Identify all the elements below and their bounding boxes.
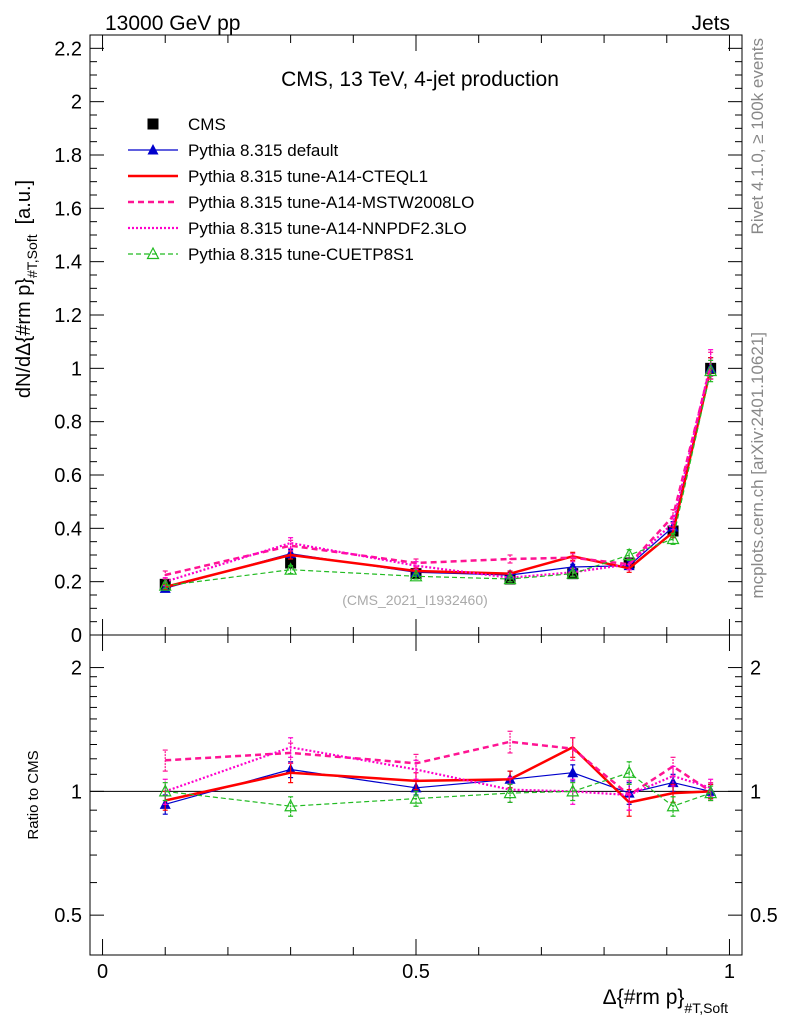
main-y-axis-label: dN/dΔ{#rm p}#T,Soft [a.u.]	[13, 180, 40, 398]
main-y-tick-label: 1.4	[54, 252, 82, 274]
legend: CMS Pythia 8.315 default Pythia 8.315 tune…	[128, 115, 474, 264]
legend-entry: Pythia 8.315 default	[128, 141, 339, 160]
x-label-sub: #T,Soft	[684, 1000, 728, 1016]
x-tick-label: 0	[97, 961, 108, 983]
legend-marker-swatch	[147, 118, 159, 130]
main-series-pythia-8-315-tune-a14-cteql1	[162, 357, 714, 591]
ratio-series-pythia-8-315-tune-cuetp8s1	[158, 761, 718, 817]
main-y-tick-label: 1.6	[54, 198, 82, 220]
main-y-label-text: dN/dΔ{#rm p}	[13, 278, 35, 398]
ratio-y-tick-label: 1	[71, 781, 82, 803]
legend-label: CMS	[188, 115, 226, 134]
data-point	[666, 798, 680, 812]
legend-label: Pythia 8.315 tune-CUETP8S1	[188, 245, 414, 264]
ratio-series-pythia-8-315-tune-a14-nnpdf2-3lo	[162, 737, 714, 811]
data-point	[284, 562, 298, 575]
data-point	[704, 363, 718, 377]
ratio-series-pythia-8-315-default	[159, 761, 717, 815]
series-line	[164, 746, 711, 804]
data-point	[666, 531, 680, 545]
mcplots-label: mcplots.cern.ch [arXiv:2401.10621]	[748, 332, 767, 598]
chart-title: CMS, 13 TeV, 4-jet production	[281, 68, 559, 91]
legend-entry: Pythia 8.315 tune-A14-NNPDF2.3LO	[128, 219, 467, 238]
legend-label: Pythia 8.315 tune-A14-MSTW2008LO	[188, 193, 474, 212]
data-point	[409, 569, 423, 582]
series-line	[165, 772, 711, 807]
legend-entry: CMS	[147, 115, 226, 134]
watermark-label: (CMS_2021_I1932460)	[342, 592, 488, 608]
legend-label: Pythia 8.315 tune-A14-NNPDF2.3LO	[188, 219, 467, 238]
ratio-axis-ticks: 0.5 0.5 1 1 2 2	[54, 635, 778, 955]
main-y-label-unit: [a.u.]	[13, 180, 35, 224]
data-point	[158, 578, 172, 591]
main-series-pythia-8-315-tune-cuetp8s1	[158, 359, 718, 591]
ratio-y-axis-label: Ratio to CMS	[25, 750, 42, 839]
data-point	[503, 785, 517, 799]
x-tick-label: 0.5	[402, 961, 430, 983]
data-point	[622, 765, 636, 778]
series-line	[164, 362, 712, 583]
series-line	[164, 368, 712, 589]
ratio-y-tick-label-right: 2	[750, 658, 761, 680]
series-line	[165, 768, 711, 805]
ratio-y-tick-label: 2	[71, 658, 82, 680]
data-point	[704, 785, 718, 799]
main-series-pythia-8-315-tune-a14-mstw2008lo	[162, 351, 714, 580]
header-left-label: 13000 GeV pp	[105, 12, 240, 35]
legend-label: Pythia 8.315 default	[188, 141, 339, 160]
ratio-y-tick-label-right: 0.5	[750, 905, 778, 927]
data-point	[566, 566, 580, 579]
main-y-tick-label: 2.2	[54, 38, 82, 60]
main-series-group	[158, 349, 718, 593]
x-axis-label: Δ{#rm p}#T,Soft	[603, 986, 728, 1016]
series-line	[165, 370, 712, 587]
ratio-y-tick-label-right: 1	[750, 781, 761, 803]
legend-marker-swatch	[147, 144, 159, 155]
data-point	[567, 766, 579, 778]
data-point	[567, 561, 579, 572]
main-y-tick-label: 0	[71, 625, 82, 647]
data-point	[158, 784, 172, 797]
main-y-label-sub: #T,Soft	[24, 234, 40, 278]
main-y-tick-label: 2	[71, 92, 82, 114]
x-tick-labels: 0 0.5 1	[97, 961, 735, 983]
legend-entry: Pythia 8.315 tune-A14-CTEQL1	[128, 167, 428, 186]
main-y-tick-label: 0.2	[54, 572, 82, 594]
data-point	[503, 571, 517, 585]
legend-label: Pythia 8.315 tune-A14-CTEQL1	[188, 167, 428, 186]
ratio-y-tick-label: 0.5	[54, 905, 82, 927]
data-point	[622, 547, 636, 561]
main-y-tick-label: 1	[71, 358, 82, 380]
data-point	[284, 798, 298, 812]
series-line	[164, 365, 712, 577]
x-tick-label: 1	[724, 961, 735, 983]
data-point	[566, 784, 580, 797]
main-y-tick-label: 0.4	[54, 518, 82, 540]
legend-entry: Pythia 8.315 tune-CUETP8S1	[128, 245, 414, 264]
ratio-series-group	[158, 730, 718, 817]
main-y-tick-label: 1.2	[54, 305, 82, 327]
main-y-tick-label: 1.8	[54, 145, 82, 167]
legend-entry: Pythia 8.315 tune-A14-MSTW2008LO	[128, 193, 474, 212]
data-point	[409, 791, 423, 804]
main-y-tick-label: 0.6	[54, 465, 82, 487]
x-label-text: Δ{#rm p}	[603, 986, 685, 1009]
main-y-tick-label: 0.8	[54, 412, 82, 434]
legend-marker-swatch	[146, 246, 160, 260]
header-right-label: Jets	[691, 12, 730, 35]
rivet-label: Rivet 4.1.0, ≥ 100k events	[748, 38, 767, 234]
main-axis-ticks: 0 0.2 0.4 0.6 0.8 1 1.2 1.4 1.6 1.8 2 2.2	[54, 35, 742, 647]
